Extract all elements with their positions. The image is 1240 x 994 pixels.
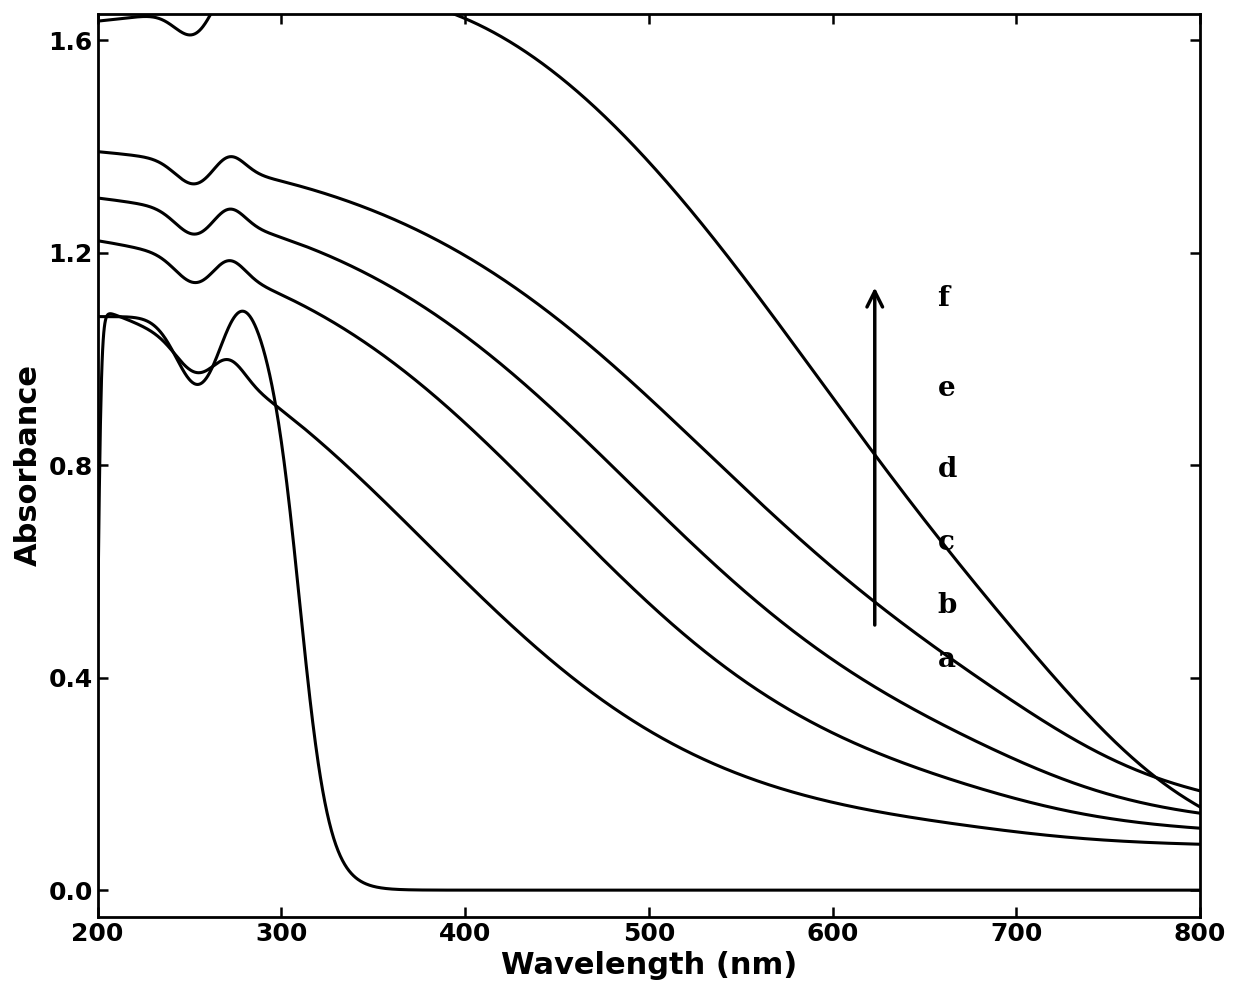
Text: e: e xyxy=(937,375,955,402)
Y-axis label: Absorbance: Absorbance xyxy=(14,364,43,567)
Text: d: d xyxy=(937,456,957,483)
Text: a: a xyxy=(937,646,956,673)
Text: b: b xyxy=(937,591,957,618)
Text: f: f xyxy=(937,284,950,312)
Text: c: c xyxy=(937,529,955,556)
X-axis label: Wavelength (nm): Wavelength (nm) xyxy=(501,951,797,980)
